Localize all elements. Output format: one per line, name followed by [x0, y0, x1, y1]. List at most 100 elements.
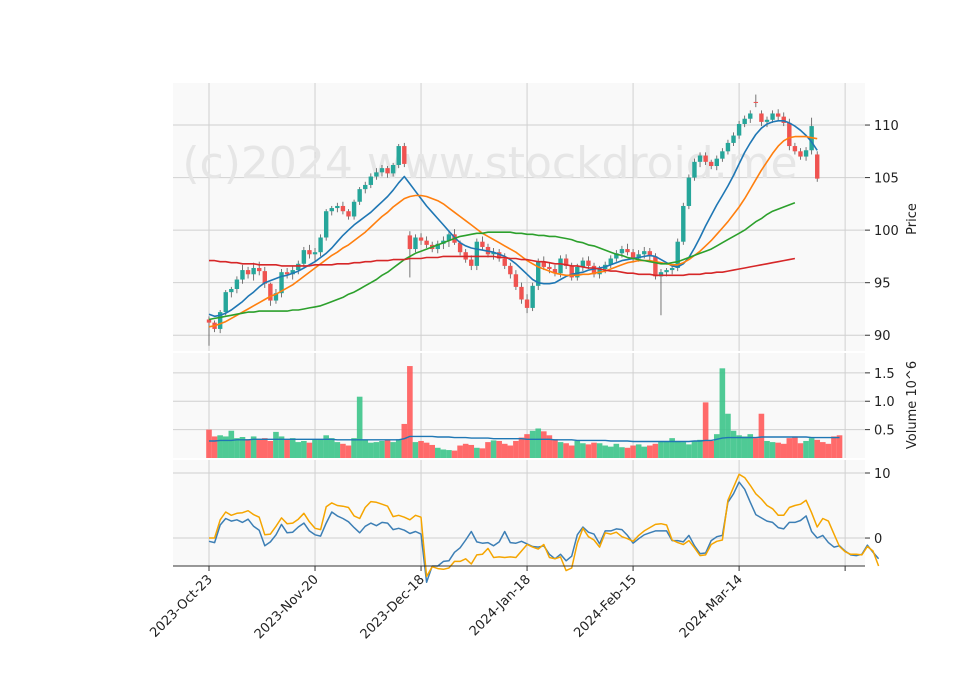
- volume-bar: [485, 442, 491, 458]
- candle-body: [569, 265, 574, 278]
- candle-body: [803, 150, 809, 157]
- volume-bar: [580, 443, 586, 458]
- candle-body: [547, 266, 552, 270]
- candle-body: [435, 243, 440, 250]
- volume-bar: [245, 439, 251, 458]
- candle-body: [787, 122, 792, 147]
- volume-bar: [658, 440, 664, 458]
- candle-body: [692, 161, 697, 178]
- candle-body: [558, 258, 563, 274]
- candle-body: [798, 151, 803, 157]
- price-tick-label: 110: [874, 119, 899, 134]
- volume-bar: [222, 436, 229, 458]
- volume-bar: [691, 440, 698, 458]
- volume-bar: [513, 440, 519, 458]
- volume-bar: [725, 413, 731, 458]
- volume-bar: [769, 442, 776, 458]
- x-tick-label: 2023-Nov-20: [252, 572, 322, 642]
- volume-bar: [541, 431, 547, 458]
- candle-body: [402, 146, 407, 164]
- x-tick-label: 2024-Mar-14: [677, 572, 746, 641]
- candle-body: [234, 279, 240, 289]
- candle-body: [290, 270, 295, 275]
- candle-body: [284, 272, 290, 275]
- candle-body: [815, 154, 820, 179]
- volume-bar: [686, 444, 692, 458]
- oscillator-line: [209, 473, 880, 578]
- candle-body: [681, 205, 686, 242]
- volume-bar: [501, 443, 508, 458]
- volume-bar: [792, 436, 798, 458]
- volume-bar: [351, 438, 357, 458]
- volume-bar: [524, 434, 530, 458]
- candle-body: [508, 265, 513, 275]
- moving-average-line: [208, 120, 818, 318]
- price-tick-label: 90: [874, 329, 891, 344]
- volume-bar: [479, 448, 486, 458]
- candle-body: [279, 272, 284, 294]
- candle-body: [268, 283, 273, 301]
- candle-body: [502, 258, 507, 266]
- volume-bar: [518, 437, 525, 458]
- volume-bar: [434, 447, 441, 458]
- candle-body: [552, 269, 558, 274]
- candle-body: [614, 253, 619, 259]
- candle-body: [491, 252, 496, 255]
- price-tick-label: 100: [874, 224, 899, 239]
- candle-body: [759, 113, 764, 122]
- volume-bar: [529, 430, 536, 458]
- volume-bar: [407, 366, 413, 458]
- candle-body: [664, 270, 669, 273]
- candle-body: [296, 263, 301, 271]
- candle-body: [335, 205, 340, 209]
- candle-body: [697, 155, 703, 162]
- volume-bar: [345, 445, 352, 458]
- volume-bar: [401, 423, 408, 458]
- candle-body: [480, 241, 485, 247]
- volume-bar: [334, 442, 341, 458]
- candle-body: [407, 235, 413, 250]
- candle-body: [742, 118, 747, 124]
- candle-body: [223, 292, 228, 313]
- volume-bar: [820, 442, 826, 458]
- volume-bar: [301, 440, 307, 458]
- candle-body: [748, 113, 753, 119]
- candle-body: [413, 237, 418, 250]
- candle-body: [541, 261, 546, 267]
- candle-body: [229, 288, 234, 293]
- volume-bar: [568, 445, 575, 458]
- candle-body: [273, 293, 279, 301]
- volume-bar: [507, 445, 514, 458]
- volume-bar: [669, 438, 675, 458]
- volume-bar: [429, 444, 435, 458]
- volume-bar: [747, 434, 754, 458]
- candle-body: [217, 312, 223, 329]
- oscillator-panel-background: [173, 460, 865, 566]
- candle-body: [340, 205, 346, 212]
- candle-body: [714, 158, 719, 167]
- volume-bar: [563, 443, 569, 458]
- volume-bar: [596, 443, 603, 458]
- candle-body: [630, 252, 636, 259]
- candle-body: [725, 142, 731, 152]
- candle-body: [530, 285, 535, 308]
- volume-bar: [273, 431, 279, 458]
- volume-axis-label: Volume 10^6: [905, 361, 920, 449]
- volume-bar: [306, 442, 313, 458]
- volume-bar: [317, 439, 324, 458]
- volume-bar: [585, 444, 592, 458]
- candle-body: [709, 161, 714, 167]
- volume-bar: [451, 450, 458, 458]
- moving-average-line: [208, 202, 796, 321]
- price-tick-label: 95: [874, 277, 891, 292]
- candle-body: [474, 241, 480, 266]
- volume-bar: [607, 446, 614, 458]
- candle-body: [669, 267, 675, 271]
- price-panel-background: [173, 83, 865, 351]
- candle-body: [418, 237, 424, 241]
- volume-bar: [741, 436, 748, 458]
- indicator-lines: [208, 120, 880, 584]
- volume-bar: [395, 439, 402, 458]
- candle-body: [240, 270, 245, 280]
